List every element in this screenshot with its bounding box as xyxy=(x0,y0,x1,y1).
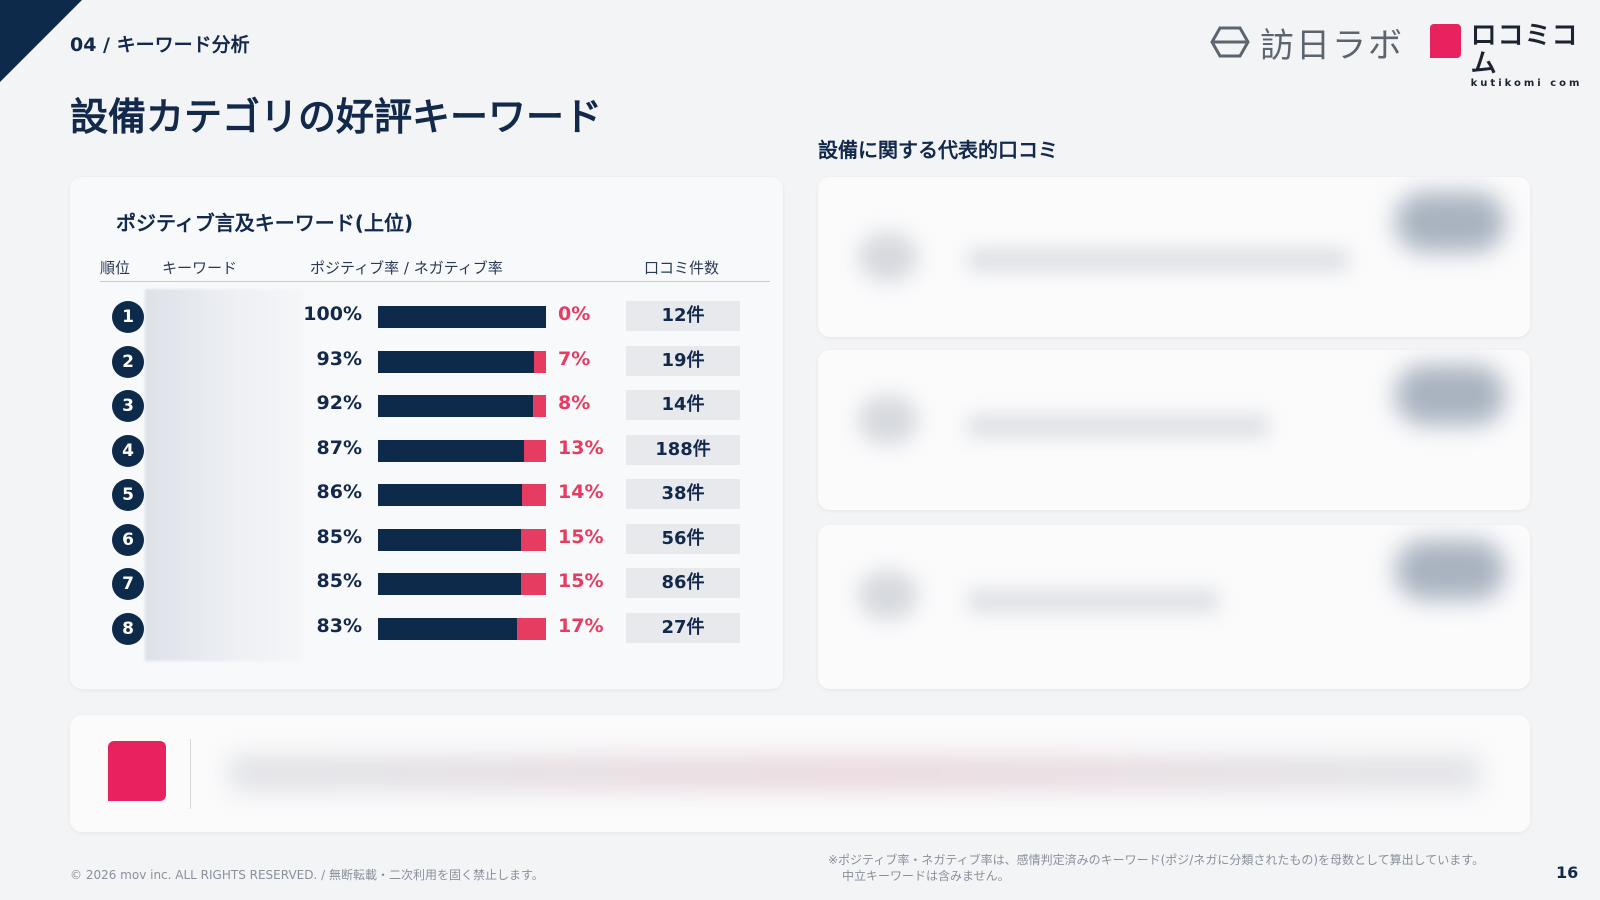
rank-badge: 2 xyxy=(112,345,144,378)
kutikomi-logo-text: ロコミコム xyxy=(1470,21,1579,79)
positive-rate: 87% xyxy=(316,436,362,459)
review-text-redacted xyxy=(968,415,1268,437)
header-divider xyxy=(100,281,770,282)
review-card-3 xyxy=(818,525,1530,689)
positive-bar-fill xyxy=(378,439,525,462)
negative-rate: 17% xyxy=(558,614,604,637)
review-avatar xyxy=(858,232,918,282)
rank-badge: 5 xyxy=(112,479,144,511)
negative-rate: 8% xyxy=(558,392,591,414)
houlab-logo: 訪日ラボ xyxy=(1210,20,1404,66)
table-row: 1 100% 0% 12件 xyxy=(70,299,783,333)
positive-rate: 93% xyxy=(316,347,362,370)
review-count: 12件 xyxy=(626,301,740,331)
footnote-line-1: ※ポジティブ率・ネガティブ率は、感情判定済みのキーワード(ポジ/ネガに分類された… xyxy=(828,853,1485,867)
rank-badge: 3 xyxy=(112,390,144,422)
sentiment-bar xyxy=(378,306,546,328)
kutikomi-speech-icon xyxy=(108,741,166,801)
positive-bar-fill xyxy=(378,306,546,328)
positive-rate: 86% xyxy=(316,481,362,503)
review-count: 56件 xyxy=(626,523,740,554)
sentiment-bar xyxy=(378,573,546,595)
rank-badge: 7 xyxy=(112,568,144,600)
review-count: 38件 xyxy=(626,479,740,509)
table-row: 7 85% 15% 86件 xyxy=(70,566,783,600)
positive-rate: 85% xyxy=(316,570,362,592)
table-row: 8 83% 17% 27件 xyxy=(70,611,783,645)
review-avatar xyxy=(858,395,918,445)
positive-bar-fill xyxy=(378,617,518,640)
positive-bar-fill xyxy=(378,528,521,551)
review-thumbnail xyxy=(1395,192,1505,252)
review-text-redacted xyxy=(968,590,1218,612)
rank-badge: 4 xyxy=(112,434,144,467)
rank-badge: 8 xyxy=(112,612,144,645)
positive-bar-fill xyxy=(378,573,521,595)
table-row: 5 86% 14% 38件 xyxy=(70,477,783,511)
review-avatar xyxy=(858,570,918,620)
negative-rate: 0% xyxy=(558,303,591,325)
table-row: 3 92% 8% 14件 xyxy=(70,388,783,422)
sentiment-bar xyxy=(378,395,546,417)
column-header-count: 口コミ件数 xyxy=(644,259,720,277)
banner-divider xyxy=(190,739,191,809)
column-header-rank: 順位 xyxy=(100,259,131,277)
review-thumbnail xyxy=(1395,540,1505,600)
reviews-heading: 設備に関する代表的口コミ xyxy=(818,138,1058,162)
kutikomi-mark-icon xyxy=(1430,24,1461,58)
table-row: 4 87% 13% 188件 xyxy=(70,433,783,467)
positive-bar-fill xyxy=(378,350,535,373)
negative-rate: 15% xyxy=(558,570,604,592)
positive-rate: 92% xyxy=(316,392,362,414)
footnote-line-2: 中立キーワードは含みません。 xyxy=(842,869,1010,883)
column-header-rates: ポジティブ率 / ネガティブ率 xyxy=(310,259,503,277)
sentiment-bar xyxy=(378,439,546,462)
positive-rate: 100% xyxy=(303,303,362,325)
houlab-logo-icon xyxy=(1210,26,1250,58)
sentiment-bar xyxy=(378,350,546,373)
footnote: ※ポジティブ率・ネガティブ率は、感情判定済みのキーワード(ポジ/ネガに分類された… xyxy=(828,852,1484,884)
review-count: 14件 xyxy=(626,390,740,420)
sentiment-bar xyxy=(378,617,546,640)
review-count: 19件 xyxy=(626,345,740,376)
negative-rate: 14% xyxy=(558,481,604,503)
column-header-keyword: キーワード xyxy=(162,259,238,277)
review-count: 86件 xyxy=(626,568,740,598)
section-label: 04 / キーワード分析 xyxy=(70,34,250,56)
positive-bar-fill xyxy=(378,395,533,417)
negative-rate: 15% xyxy=(558,525,604,548)
review-text-redacted xyxy=(968,249,1348,271)
positive-bar-fill xyxy=(378,484,523,506)
keyword-column-redacted xyxy=(145,289,303,661)
houlab-logo-text: 訪日ラボ xyxy=(1260,25,1404,66)
table-row: 6 85% 15% 56件 xyxy=(70,522,783,556)
page-number: 16 xyxy=(1556,863,1579,882)
summary-banner xyxy=(70,715,1530,832)
review-count: 188件 xyxy=(626,434,740,465)
table-row: 2 93% 7% 19件 xyxy=(70,344,783,378)
page-title: 設備カテゴリの好評キーワード xyxy=(70,95,603,139)
negative-rate: 7% xyxy=(558,347,591,370)
kutikomi-logo: ロコミコム kutikomi com xyxy=(1430,22,1600,89)
sentiment-bar xyxy=(378,484,546,506)
review-thumbnail xyxy=(1395,365,1505,425)
copyright: © 2026 mov inc. ALL RIGHTS RESERVED. / 無… xyxy=(70,868,544,882)
kutikomi-logo-subtext: kutikomi com xyxy=(1470,78,1583,89)
review-card-1 xyxy=(818,177,1530,337)
positive-rate: 83% xyxy=(316,614,362,637)
review-count: 27件 xyxy=(626,612,740,643)
rank-badge: 6 xyxy=(112,523,144,556)
review-card-2 xyxy=(818,350,1530,510)
corner-accent xyxy=(0,0,82,82)
summary-text-redacted xyxy=(230,755,1480,791)
positive-rate: 85% xyxy=(316,525,362,548)
rank-badge: 1 xyxy=(112,301,144,333)
negative-rate: 13% xyxy=(558,436,604,459)
sentiment-bar xyxy=(378,528,546,551)
keyword-ranking-title: ポジティブ言及キーワード(上位) xyxy=(116,211,414,235)
keyword-ranking-card: ポジティブ言及キーワード(上位) 順位 キーワード ポジティブ率 / ネガティブ… xyxy=(70,177,783,689)
